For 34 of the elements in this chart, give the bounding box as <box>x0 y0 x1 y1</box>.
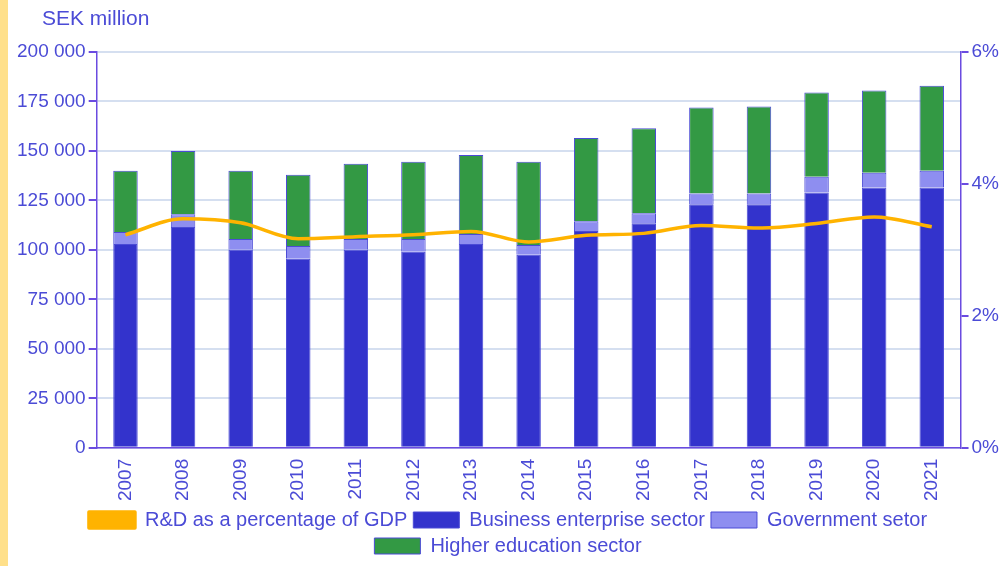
x-tick-label: 2020 <box>862 458 884 502</box>
y-tick-label: 75 000 <box>27 287 86 309</box>
x-tick-label: 2008 <box>171 458 193 502</box>
y2-tick-label: 6% <box>971 40 1000 62</box>
y-tick-label: 150 000 <box>16 139 86 161</box>
y-tick-label: 175 000 <box>16 89 86 111</box>
x-tick-label: 2012 <box>401 458 423 502</box>
y2-tick-label: 4% <box>971 172 1000 194</box>
x-tick-label: 2010 <box>286 458 308 502</box>
x-tick-label: 2018 <box>747 458 769 502</box>
x-tick-label: 2007 <box>113 458 135 502</box>
x-tick-label: 2009 <box>228 458 250 502</box>
y-tick-label: 25 000 <box>27 386 86 408</box>
legend-label: Business enterprise sector <box>469 507 706 530</box>
x-tick-label: 2011 <box>344 458 366 500</box>
y2-tick-label: 0% <box>971 435 1000 457</box>
y-tick-label: 200 000 <box>16 40 86 62</box>
y-tick-label: 100 000 <box>16 238 86 260</box>
y-tick-label: 125 000 <box>16 188 86 210</box>
y2-tick-label: 2% <box>971 304 1000 326</box>
x-tick-label: 2017 <box>689 458 711 502</box>
x-tick-label: 2014 <box>516 458 538 502</box>
y-tick-label: 0 <box>75 435 86 457</box>
x-tick-label: 2019 <box>804 458 826 502</box>
x-tick-label: 2016 <box>632 458 654 502</box>
x-tick-label: 2015 <box>574 458 596 502</box>
legend-label: Higher education sector <box>430 533 642 556</box>
x-tick-label: 2021 <box>919 458 941 502</box>
y-tick-label: 50 000 <box>27 337 86 359</box>
x-tick-label: 2013 <box>459 458 481 502</box>
line-series <box>123 215 934 244</box>
y-axis-title: SEK million <box>42 6 150 30</box>
legend-label: Government setor <box>766 507 928 530</box>
legend-label: R&D as a percentage of GDP <box>144 507 408 530</box>
